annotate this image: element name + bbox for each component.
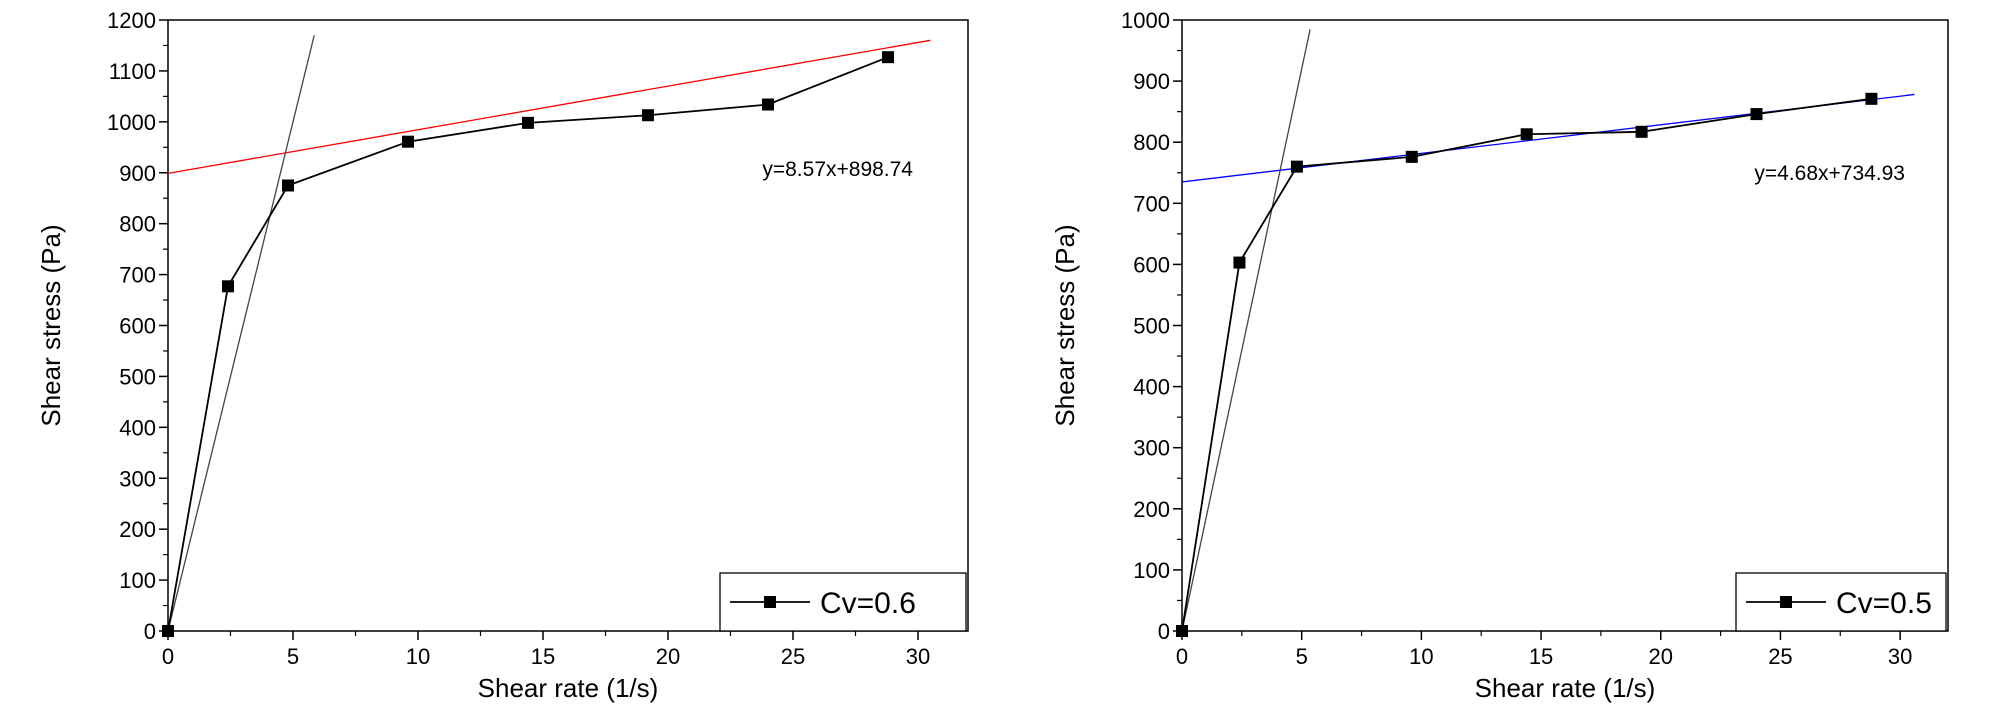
series-line bbox=[1181, 97, 1872, 632]
x-tick-label: 25 bbox=[781, 644, 805, 669]
legend-marker bbox=[764, 596, 776, 608]
legend: Cv=0.5 bbox=[1735, 572, 1947, 632]
x-tick-label: 25 bbox=[1768, 644, 1792, 669]
y-tick-label: 1200 bbox=[107, 8, 156, 33]
data-point bbox=[762, 98, 774, 111]
y-tick-label: 1000 bbox=[1121, 8, 1170, 33]
data-point bbox=[522, 116, 534, 129]
data-point bbox=[1865, 92, 1878, 105]
x-tick-label: 30 bbox=[1888, 644, 1912, 669]
y-tick-label: 700 bbox=[119, 263, 156, 288]
legend: Cv=0.6 bbox=[719, 572, 967, 632]
y-tick-label: 100 bbox=[119, 568, 156, 593]
x-tick-label: 0 bbox=[162, 644, 174, 669]
legend-label: Cv=0.5 bbox=[1836, 587, 1932, 620]
x-tick-label: 15 bbox=[531, 644, 555, 669]
y-tick-label: 700 bbox=[1133, 191, 1170, 216]
y-tick-label: 100 bbox=[1133, 558, 1170, 583]
data-point bbox=[282, 179, 294, 192]
y-tick-label: 200 bbox=[1133, 497, 1170, 522]
y-tick-label: 500 bbox=[1133, 314, 1170, 339]
y-axis-label: Shear stress (Pa) bbox=[1050, 224, 1080, 426]
y-tick-label: 300 bbox=[1133, 436, 1170, 461]
data-point bbox=[642, 109, 654, 122]
series-line bbox=[167, 56, 889, 632]
data-point bbox=[402, 135, 414, 148]
y-tick-label: 0 bbox=[1158, 619, 1170, 644]
legend-label: Cv=0.6 bbox=[820, 587, 916, 620]
fit-lines bbox=[168, 35, 931, 631]
y-tick-label: 600 bbox=[119, 314, 156, 339]
y-axis-label: Shear stress (Pa) bbox=[36, 224, 66, 426]
chart-panel-2: 0 5 10 15 20 25 300100200300400500600700800900… bbox=[1050, 8, 1949, 703]
y-tick-label: 900 bbox=[119, 161, 156, 186]
data-point bbox=[1635, 125, 1648, 138]
y-tick-label: 0 bbox=[144, 619, 156, 644]
legend-marker bbox=[1780, 596, 1792, 608]
data-point bbox=[222, 280, 234, 293]
data-point bbox=[1750, 108, 1763, 121]
x-tick-label: 20 bbox=[1649, 644, 1673, 669]
fit-lines bbox=[1182, 29, 1915, 631]
y-tick-label: 300 bbox=[119, 466, 156, 491]
y-tick-label: 1000 bbox=[107, 110, 156, 135]
data-point bbox=[1233, 256, 1246, 269]
x-tick-label: 15 bbox=[1529, 644, 1553, 669]
data-point bbox=[1176, 625, 1188, 637]
x-tick-label: 5 bbox=[1296, 644, 1308, 669]
y-tick-label: 800 bbox=[119, 212, 156, 237]
y-tick-label: 400 bbox=[119, 415, 156, 440]
y-tick-label: 400 bbox=[1133, 375, 1170, 400]
linear-fit-line bbox=[168, 39, 931, 175]
y-tick-label: 800 bbox=[1133, 130, 1170, 155]
y-tick-label: 500 bbox=[119, 364, 156, 389]
data-point bbox=[1290, 160, 1303, 173]
chart-panel-1: 0 5 10 15 20 25 300100200300400500600700800900… bbox=[36, 8, 969, 703]
fit-equation: y=8.57x+898.74 bbox=[762, 158, 913, 181]
initial-slope-line bbox=[1182, 29, 1311, 631]
x-axis-label: Shear rate (1/s) bbox=[1475, 673, 1656, 703]
data-point bbox=[1520, 128, 1533, 141]
x-tick-label: 0 bbox=[1176, 644, 1188, 669]
x-tick-label: 20 bbox=[656, 644, 680, 669]
y-tick-label: 1100 bbox=[109, 59, 156, 84]
x-axis-label: Shear rate (1/s) bbox=[478, 673, 659, 703]
y-tick-label: 900 bbox=[1133, 69, 1170, 94]
plot-frame bbox=[167, 19, 969, 632]
y-tick-label: 600 bbox=[1133, 252, 1170, 277]
x-tick-label: 5 bbox=[287, 644, 299, 669]
data-point bbox=[1405, 150, 1418, 163]
plot-frame bbox=[1181, 19, 1949, 632]
initial-slope-line bbox=[168, 35, 315, 631]
x-tick-label: 10 bbox=[1409, 644, 1433, 669]
x-tick-label: 30 bbox=[906, 644, 930, 669]
x-tick-label: 10 bbox=[406, 644, 430, 669]
fit-equation: y=4.68x+734.93 bbox=[1754, 162, 1905, 185]
y-tick-label: 200 bbox=[119, 517, 156, 542]
data-point bbox=[162, 625, 174, 637]
data-point bbox=[882, 51, 894, 64]
